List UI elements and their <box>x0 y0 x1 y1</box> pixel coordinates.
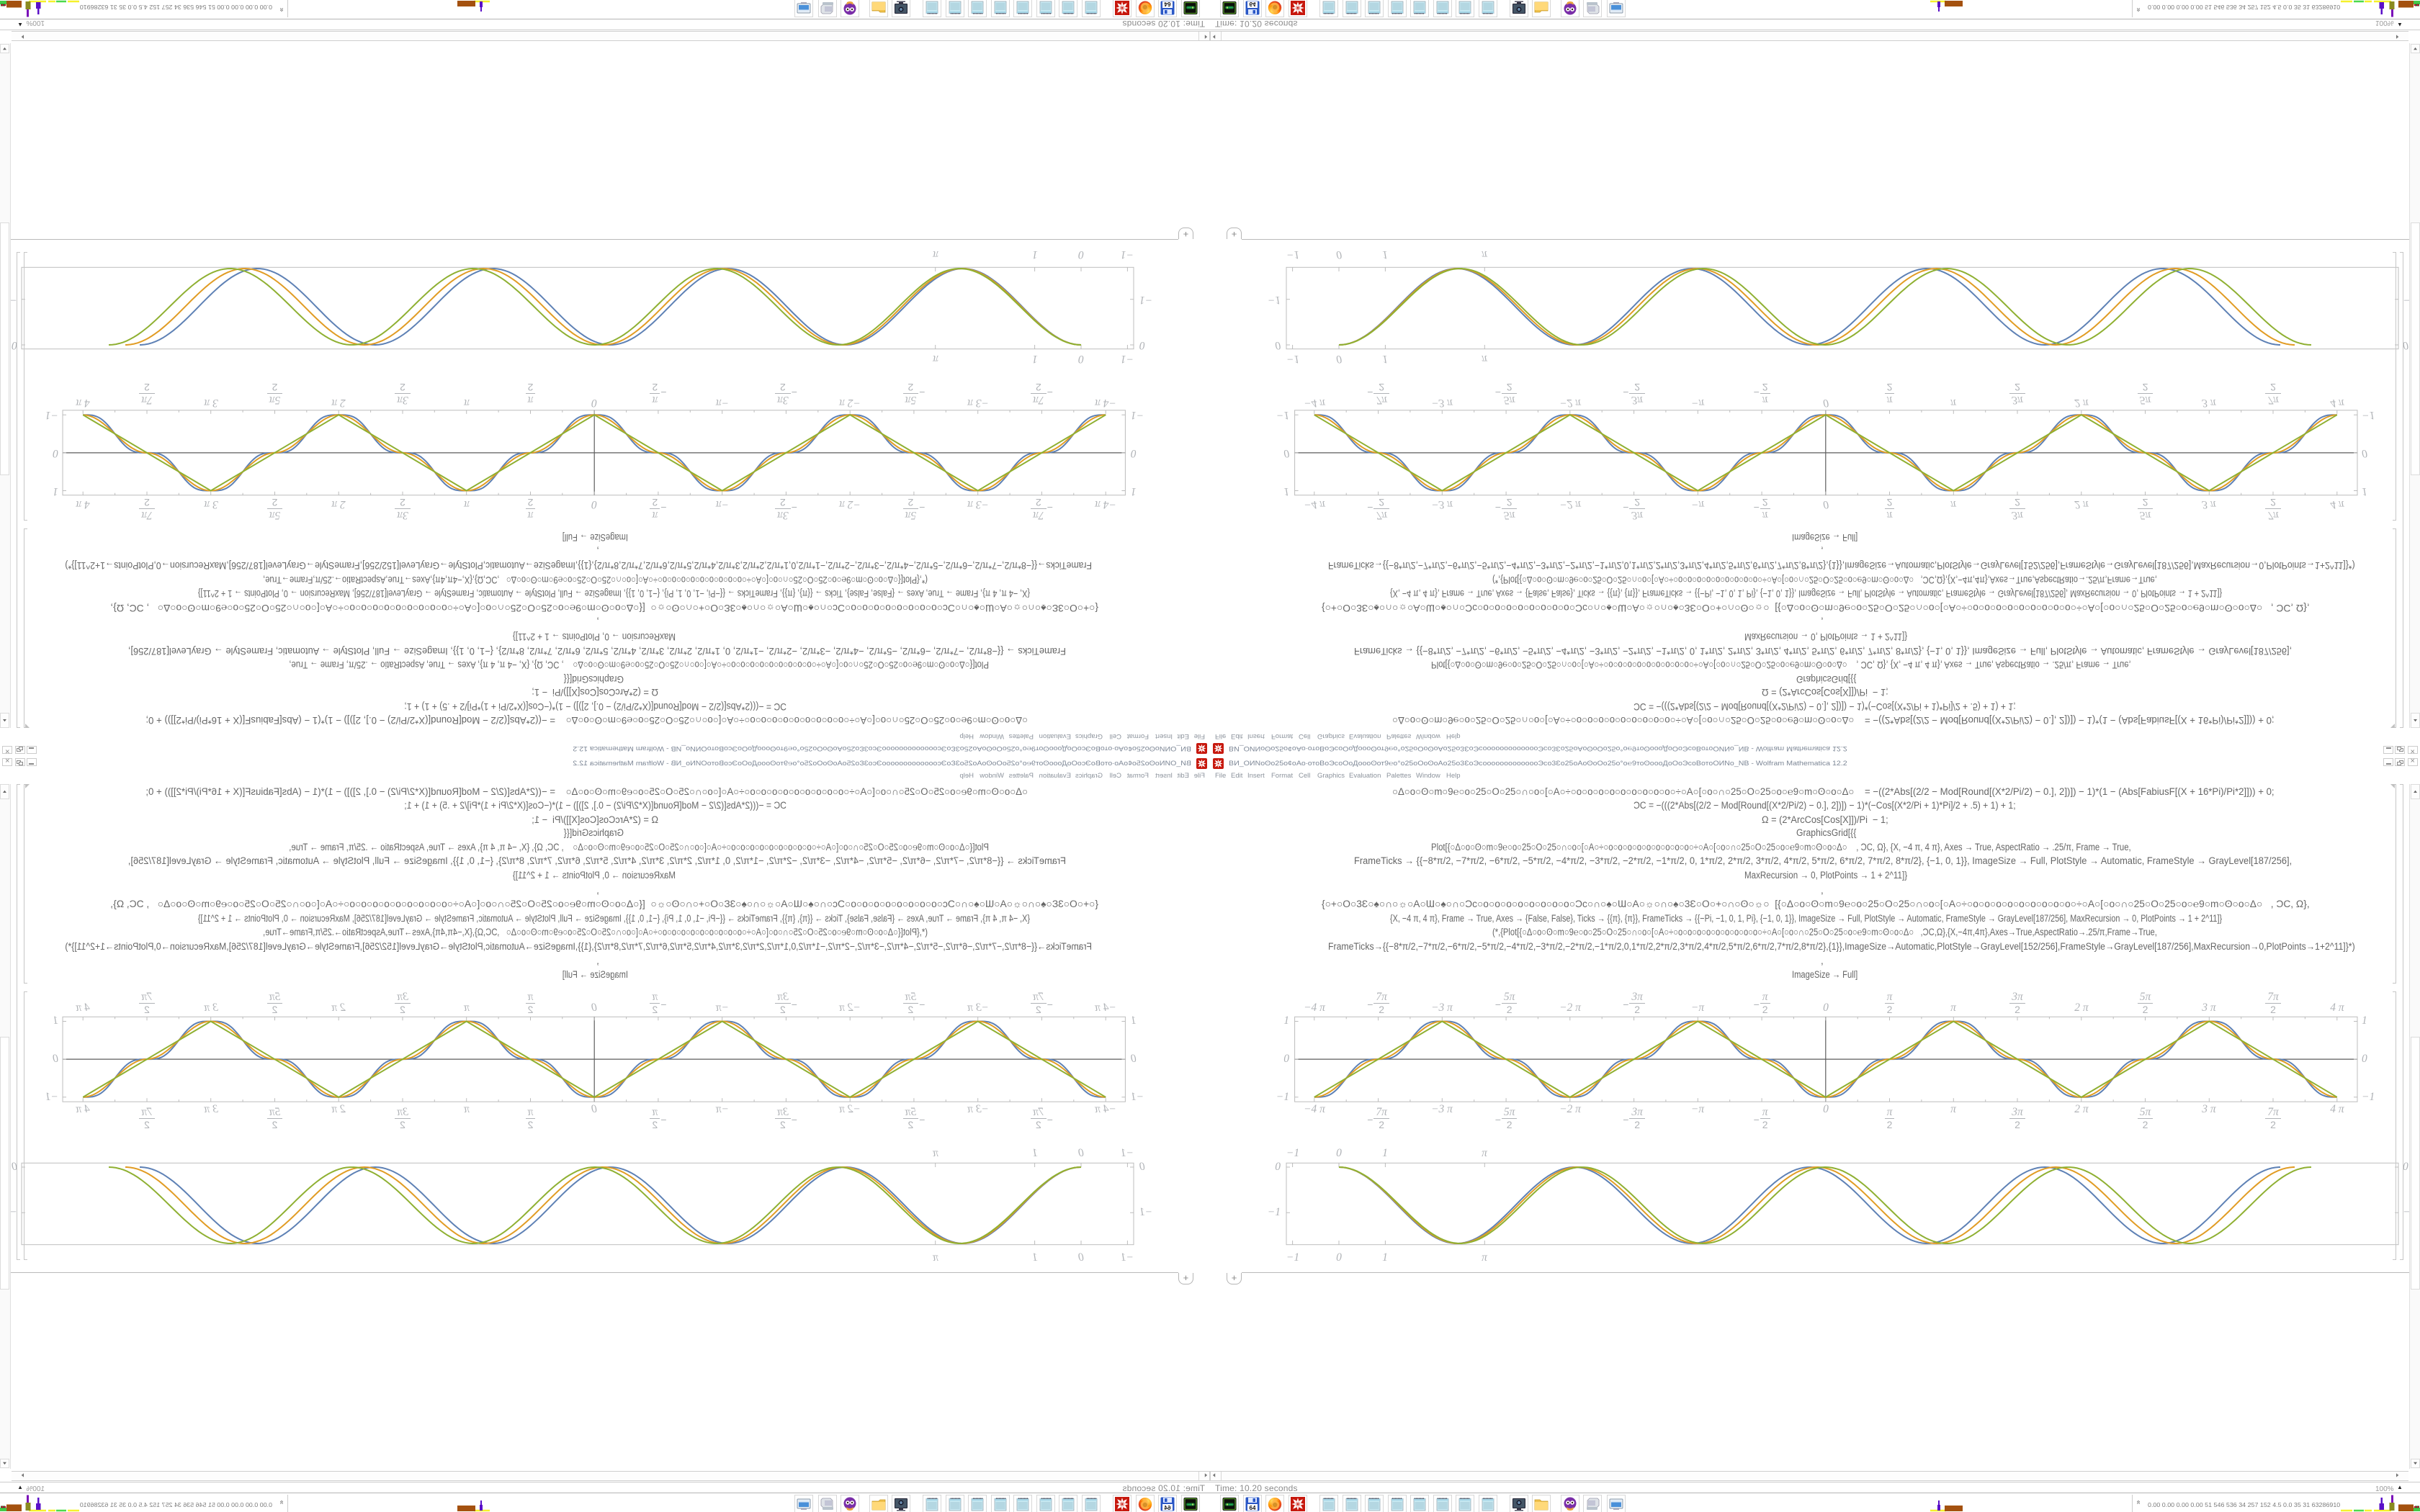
svg-text:64: 64 <box>1250 1 1256 7</box>
svg-text:64: 64 <box>1250 1505 1256 1511</box>
svg-text:64: 64 <box>1164 1 1170 7</box>
svg-text:64: 64 <box>1164 1505 1170 1511</box>
